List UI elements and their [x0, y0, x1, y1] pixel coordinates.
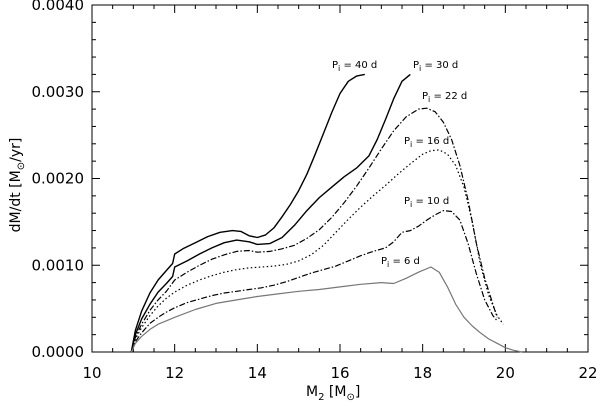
series-line-4: [130, 210, 498, 353]
label-p40: Pi = 40 d: [332, 60, 377, 73]
x-tick-label: 10: [82, 364, 101, 382]
plot-frame: [91, 4, 589, 353]
x-tick-label: 16: [330, 364, 349, 382]
y-tick-label: 0.0030: [32, 83, 85, 101]
x-tick-label: 18: [413, 364, 432, 382]
data-series: [130, 73, 523, 353]
label-p22: Pi = 22 d: [422, 91, 467, 104]
x-axis-title: M2 [M⊙]: [306, 384, 360, 403]
series-line-2: [130, 107, 498, 353]
x-tick-label: 20: [496, 364, 515, 382]
y-axis-title: dM/dt [M⊙/yr]: [8, 138, 27, 233]
label-p30: Pi = 30 d: [413, 60, 458, 73]
x-tick-label: 22: [578, 364, 597, 382]
series-line-3: [130, 149, 504, 353]
x-axis-ticks: 10 12 14 16 18 20 22: [82, 5, 598, 382]
series-line-5: [130, 266, 523, 353]
y-tick-label: 0.0020: [32, 170, 85, 188]
label-p6: Pi = 6 d: [381, 256, 420, 269]
label-p10: Pi = 10 d: [404, 196, 449, 209]
series-line-1: [130, 73, 411, 353]
y-tick-label: 0.0010: [32, 256, 85, 274]
x-tick-label: 12: [165, 364, 184, 382]
series-line-0: [130, 73, 365, 353]
y-tick-label: 0.0000: [32, 343, 85, 361]
label-p16: Pi = 16 d: [404, 136, 449, 149]
x-tick-label: 14: [248, 364, 267, 382]
y-axis-ticks: 0.0000 0.0010 0.0020 0.0030 0.0040: [32, 0, 588, 361]
y-tick-label: 0.0040: [32, 0, 85, 14]
